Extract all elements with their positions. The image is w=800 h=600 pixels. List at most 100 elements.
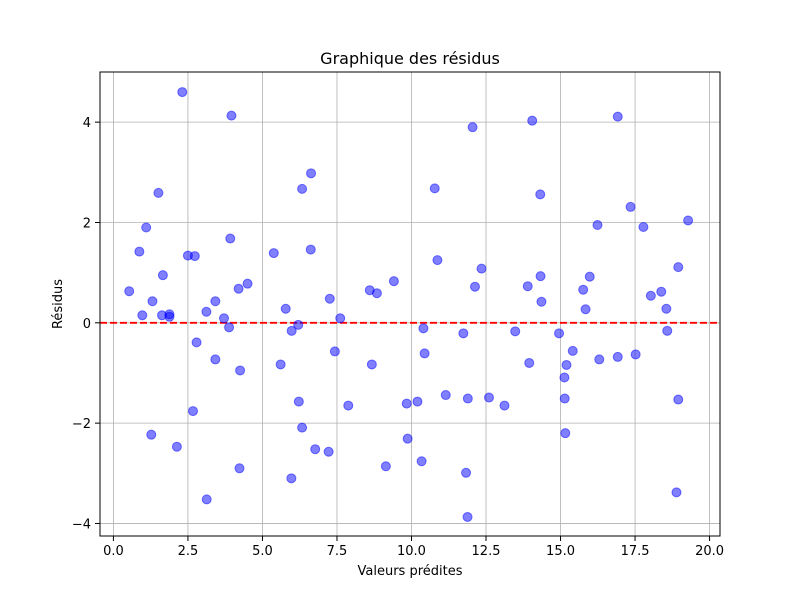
data-point xyxy=(483,392,494,403)
data-point xyxy=(146,429,157,440)
data-point xyxy=(527,115,538,126)
data-point xyxy=(462,511,473,522)
data-point xyxy=(645,290,656,301)
data-point xyxy=(171,441,182,452)
data-point xyxy=(177,87,188,98)
x-tick-label: 20.0 xyxy=(695,544,724,559)
data-point xyxy=(233,283,244,294)
x-tick-label: 5.0 xyxy=(252,544,273,559)
y-axis-ticks: −4 −2 0 2 4 xyxy=(72,116,100,532)
x-tick-label: 17.5 xyxy=(621,544,650,559)
data-point xyxy=(286,473,297,484)
data-point xyxy=(210,354,221,365)
data-point xyxy=(226,110,237,121)
data-point xyxy=(559,372,570,383)
data-point xyxy=(535,189,546,200)
data-point xyxy=(293,319,304,330)
y-tick-label: −4 xyxy=(72,517,91,532)
data-point xyxy=(412,396,423,407)
data-point xyxy=(157,270,168,281)
data-point xyxy=(580,304,591,315)
data-point xyxy=(188,406,198,417)
data-point xyxy=(402,433,413,444)
data-point xyxy=(153,187,164,198)
data-point xyxy=(366,359,377,370)
chart-title: Graphique des résidus xyxy=(320,49,500,68)
data-point xyxy=(134,246,145,257)
data-point xyxy=(124,286,135,297)
data-point xyxy=(286,325,297,336)
data-point xyxy=(499,400,510,411)
data-point xyxy=(440,390,451,401)
data-point xyxy=(164,311,175,322)
data-point xyxy=(535,271,546,282)
data-point xyxy=(461,467,472,478)
data-point xyxy=(612,111,623,122)
data-point xyxy=(554,328,565,339)
data-point xyxy=(630,349,641,360)
data-point xyxy=(388,276,399,287)
x-tick-label: 0.0 xyxy=(103,544,124,559)
data-point xyxy=(560,428,571,439)
data-point xyxy=(201,306,212,317)
data-point xyxy=(673,262,684,273)
data-point xyxy=(567,345,578,356)
data-point xyxy=(401,398,412,409)
data-point xyxy=(671,487,682,498)
x-tick-label: 15.0 xyxy=(546,544,575,559)
data-point xyxy=(612,351,623,362)
data-point xyxy=(656,286,667,297)
data-point xyxy=(429,183,440,194)
data-point xyxy=(297,183,308,194)
y-axis-label: Résidus xyxy=(51,279,66,329)
data-point xyxy=(268,248,279,259)
data-point xyxy=(210,296,221,307)
data-point xyxy=(297,422,308,433)
data-point xyxy=(189,251,200,262)
data-point xyxy=(432,255,443,266)
data-point xyxy=(584,271,595,282)
data-point xyxy=(242,278,253,289)
data-point xyxy=(683,215,694,226)
data-point xyxy=(343,400,354,411)
data-point xyxy=(416,456,427,467)
y-tick-label: 2 xyxy=(83,216,91,231)
x-tick-label: 10.0 xyxy=(397,544,426,559)
data-point xyxy=(225,233,236,244)
data-point xyxy=(201,494,212,505)
data-point xyxy=(234,463,245,474)
data-point xyxy=(578,284,589,295)
data-point xyxy=(638,222,649,233)
data-point xyxy=(380,461,391,472)
x-axis-label: Valeurs prédites xyxy=(358,564,463,579)
x-tick-label: 12.5 xyxy=(472,544,501,559)
data-point xyxy=(592,219,603,230)
y-tick-label: −2 xyxy=(72,417,91,432)
data-point xyxy=(469,281,480,292)
data-point xyxy=(673,394,684,405)
data-point xyxy=(536,296,547,307)
data-point xyxy=(625,201,636,212)
data-point xyxy=(524,357,535,368)
data-point xyxy=(323,446,334,457)
y-tick-label: 4 xyxy=(83,116,91,131)
data-point xyxy=(419,348,430,359)
data-point xyxy=(661,303,672,314)
plot-frame xyxy=(99,71,721,537)
data-point xyxy=(522,281,533,292)
data-point xyxy=(324,293,335,304)
data-point xyxy=(224,322,235,333)
data-point xyxy=(371,288,382,299)
data-point xyxy=(561,359,572,370)
data-point xyxy=(293,396,304,407)
data-point xyxy=(476,263,487,274)
data-point xyxy=(280,303,291,314)
y-tick-label: 0 xyxy=(83,317,91,332)
data-point xyxy=(418,323,429,334)
data-point xyxy=(235,365,246,376)
data-point xyxy=(275,359,286,370)
data-point xyxy=(219,313,229,324)
x-tick-label: 7.5 xyxy=(327,544,348,559)
